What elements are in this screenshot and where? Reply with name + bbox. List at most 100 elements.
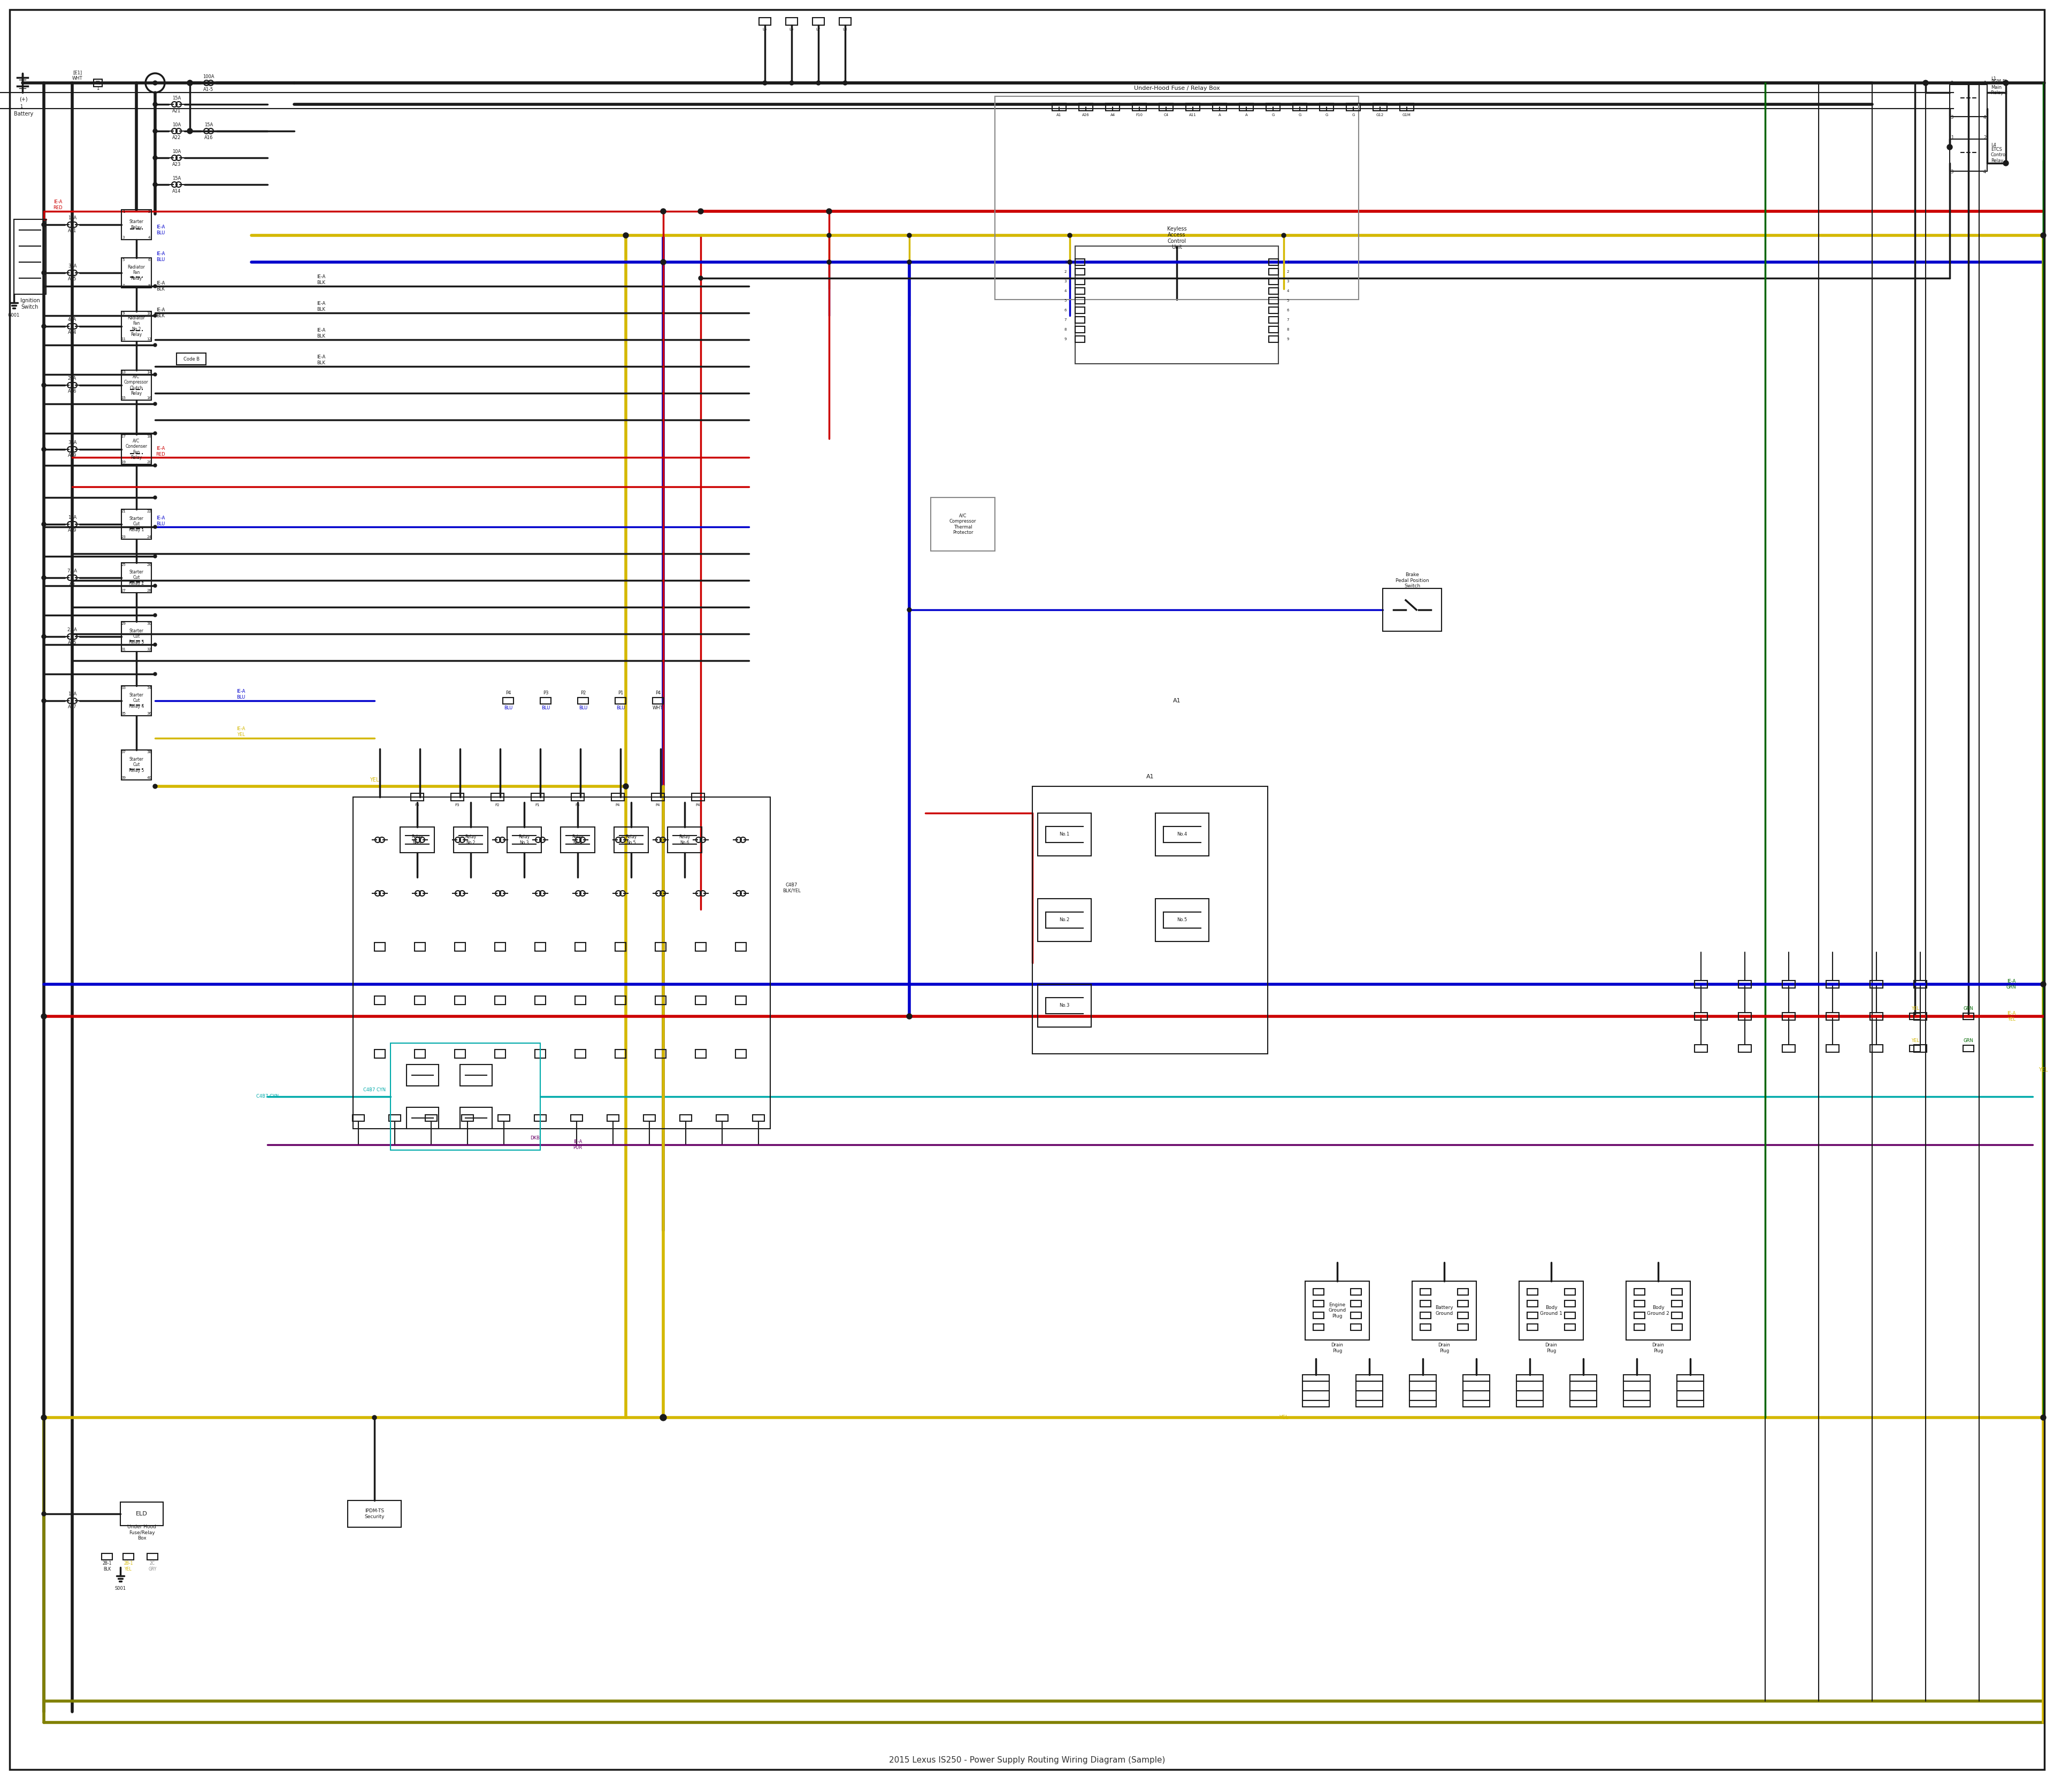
Text: P4: P4 bbox=[575, 803, 579, 806]
Bar bbox=[1783, 1012, 1795, 1020]
Text: 38: 38 bbox=[146, 751, 152, 754]
Bar bbox=[614, 943, 626, 952]
Bar bbox=[407, 1107, 440, 1129]
Bar bbox=[1672, 1312, 1682, 1319]
Text: A22: A22 bbox=[173, 134, 181, 140]
Bar bbox=[1074, 335, 1085, 342]
Text: No.1: No.1 bbox=[1060, 831, 1070, 837]
Circle shape bbox=[1068, 260, 1072, 263]
Text: 36: 36 bbox=[146, 711, 152, 715]
Text: A: A bbox=[1218, 113, 1220, 116]
Text: 5: 5 bbox=[1064, 299, 1066, 303]
Bar bbox=[1526, 1301, 1538, 1306]
Bar bbox=[696, 996, 707, 1005]
Bar bbox=[994, 97, 1358, 299]
Text: BLU: BLU bbox=[616, 706, 624, 711]
Text: Starter
Relay: Starter Relay bbox=[129, 219, 144, 229]
Bar bbox=[1154, 814, 1210, 857]
Circle shape bbox=[187, 81, 193, 86]
Text: P3: P3 bbox=[456, 803, 460, 806]
Text: 8: 8 bbox=[1064, 328, 1066, 332]
Circle shape bbox=[659, 1414, 665, 1421]
Text: 6: 6 bbox=[1286, 308, 1290, 312]
Bar bbox=[612, 794, 624, 801]
Bar bbox=[1269, 269, 1278, 274]
Text: Relay
No.5: Relay No.5 bbox=[626, 835, 637, 846]
Bar bbox=[1304, 1281, 1370, 1340]
Bar bbox=[1212, 104, 1226, 111]
Text: Code B: Code B bbox=[183, 357, 199, 362]
Circle shape bbox=[908, 233, 912, 238]
Bar bbox=[121, 434, 152, 464]
Bar bbox=[1356, 1374, 1382, 1407]
Text: 4: 4 bbox=[148, 237, 150, 238]
Circle shape bbox=[152, 102, 158, 106]
Bar bbox=[1078, 104, 1093, 111]
Text: A23: A23 bbox=[173, 161, 181, 167]
Text: 28: 28 bbox=[148, 590, 152, 591]
Bar bbox=[503, 697, 514, 704]
Text: IE-A
BLK: IE-A BLK bbox=[316, 274, 325, 285]
Bar bbox=[614, 996, 626, 1005]
Text: 3: 3 bbox=[1286, 280, 1290, 283]
Text: P3: P3 bbox=[542, 692, 548, 695]
Bar bbox=[121, 686, 152, 715]
Text: IE-A
YEL: IE-A YEL bbox=[236, 726, 244, 737]
Text: IE-A
BLK: IE-A BLK bbox=[156, 281, 164, 292]
Bar bbox=[454, 996, 466, 1005]
Text: 30A: 30A bbox=[68, 441, 76, 446]
Bar bbox=[1635, 1324, 1645, 1330]
Text: 8: 8 bbox=[1286, 328, 1290, 332]
Bar bbox=[1565, 1301, 1575, 1306]
Bar bbox=[1783, 980, 1795, 987]
Text: GRN: GRN bbox=[1964, 1007, 1974, 1011]
Text: P1: P1 bbox=[536, 803, 540, 806]
Bar bbox=[1672, 1301, 1682, 1306]
Circle shape bbox=[826, 208, 832, 213]
Text: F10: F10 bbox=[1136, 113, 1142, 116]
Text: No.4: No.4 bbox=[1177, 831, 1187, 837]
Text: A99: A99 bbox=[68, 453, 76, 459]
Bar bbox=[1074, 297, 1085, 305]
Text: A35: A35 bbox=[68, 276, 76, 281]
Bar bbox=[1037, 814, 1091, 857]
Text: IE-A
BLU: IE-A BLU bbox=[156, 224, 164, 235]
Bar bbox=[1372, 104, 1386, 111]
Text: A34: A34 bbox=[68, 330, 76, 335]
Text: 29: 29 bbox=[121, 622, 125, 625]
Bar bbox=[1738, 1012, 1752, 1020]
Text: 15: 15 bbox=[121, 396, 125, 400]
Text: 6: 6 bbox=[148, 258, 150, 262]
Bar bbox=[1265, 104, 1280, 111]
Text: A21: A21 bbox=[173, 108, 181, 113]
Text: G: G bbox=[1271, 113, 1273, 116]
Text: 23: 23 bbox=[121, 536, 125, 539]
Text: BLU: BLU bbox=[579, 706, 587, 711]
Text: 9: 9 bbox=[1064, 337, 1066, 340]
Text: 7: 7 bbox=[123, 285, 125, 287]
Bar bbox=[1738, 1045, 1752, 1052]
Text: 2015 Lexus IS250 - Power Supply Routing Wiring Diagram (Sample): 2015 Lexus IS250 - Power Supply Routing … bbox=[889, 1756, 1165, 1763]
Text: 11: 11 bbox=[121, 337, 125, 340]
Bar bbox=[571, 794, 583, 801]
Bar bbox=[1292, 104, 1306, 111]
Text: ELD: ELD bbox=[136, 1511, 148, 1516]
Text: 34: 34 bbox=[148, 686, 152, 690]
Text: 1: 1 bbox=[1064, 260, 1066, 263]
Circle shape bbox=[698, 276, 702, 280]
Text: IE-A
BLU: IE-A BLU bbox=[156, 516, 164, 527]
Bar bbox=[1695, 1045, 1707, 1052]
Text: P2: P2 bbox=[581, 692, 585, 695]
Bar bbox=[787, 18, 797, 25]
Text: 32: 32 bbox=[148, 647, 152, 650]
Text: 22: 22 bbox=[148, 509, 152, 513]
Text: A21: A21 bbox=[68, 229, 76, 233]
Bar bbox=[1635, 1312, 1645, 1319]
Text: IE-A
PUR: IE-A PUR bbox=[573, 1140, 581, 1150]
Text: A1: A1 bbox=[1056, 113, 1062, 116]
Bar bbox=[1458, 1312, 1469, 1319]
Bar bbox=[1672, 1324, 1682, 1330]
Text: 20A: 20A bbox=[68, 376, 76, 382]
Bar bbox=[1074, 326, 1085, 333]
Circle shape bbox=[154, 672, 156, 676]
